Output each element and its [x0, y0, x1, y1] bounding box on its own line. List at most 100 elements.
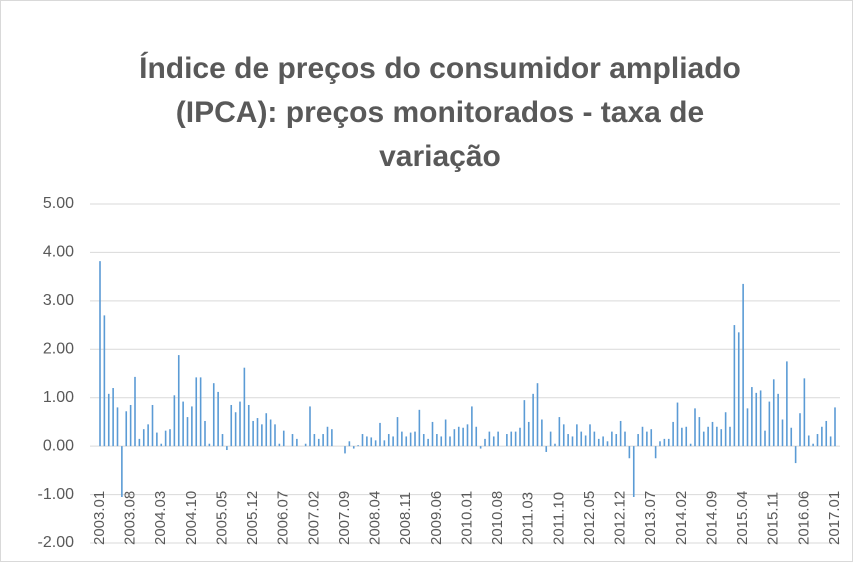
x-tick-label: 2009.06 [428, 491, 445, 545]
bar [821, 426, 823, 447]
bar [790, 427, 793, 447]
bar [751, 387, 753, 447]
bar [764, 430, 766, 447]
bar [571, 436, 574, 447]
bar [637, 434, 639, 447]
bar [781, 419, 784, 447]
bar [173, 395, 176, 447]
x-tick-label: 2014.09 [703, 491, 720, 545]
bar [545, 446, 548, 452]
x-tick-label: 2004.10 [183, 491, 200, 545]
bar [457, 426, 460, 447]
bar [702, 431, 705, 447]
x-tick-label: 2017.01 [826, 491, 843, 545]
bar [278, 443, 281, 447]
bar [322, 434, 324, 447]
bar [449, 436, 451, 447]
bar [392, 436, 394, 447]
x-tick-label: 2011.03 [520, 492, 537, 545]
bar [422, 434, 425, 447]
bar [492, 436, 495, 447]
bar [816, 434, 819, 447]
bar [230, 404, 233, 447]
bar [138, 438, 141, 447]
bar [261, 424, 263, 447]
bar [169, 429, 171, 447]
bar [191, 406, 193, 447]
x-tick-label: 2014.02 [673, 491, 690, 545]
bar [129, 404, 132, 447]
bar [698, 417, 701, 447]
bar [681, 427, 683, 447]
bar [160, 443, 163, 447]
x-tick-label: 2005.12 [244, 491, 261, 545]
chart-title: variação [379, 140, 501, 173]
y-tick-label: 2.00 [43, 341, 74, 358]
bar [317, 438, 320, 447]
bar [326, 426, 329, 447]
bar [484, 438, 486, 447]
bar [659, 441, 661, 447]
bar [829, 436, 832, 447]
y-tick-label: -1.00 [38, 486, 75, 503]
bar [742, 283, 744, 447]
x-tick-label: 2012.12 [612, 491, 629, 545]
bar [344, 446, 346, 454]
bar [453, 429, 456, 447]
bar [195, 377, 198, 447]
bar [462, 427, 464, 447]
bar [348, 441, 351, 447]
bar [352, 446, 355, 449]
x-tick-label: 2015.04 [734, 491, 751, 545]
bar [366, 436, 368, 447]
bar [313, 434, 316, 447]
bar [164, 430, 167, 447]
bar [772, 379, 775, 447]
bar [554, 443, 556, 447]
bar [597, 438, 600, 447]
bar [357, 445, 359, 447]
bar [182, 401, 184, 447]
x-tick-label: 2011.10 [550, 492, 567, 545]
bar [536, 383, 539, 447]
bar [807, 435, 810, 447]
bar [427, 438, 429, 447]
x-tick-label: 2015.11 [765, 492, 782, 545]
bar [527, 421, 530, 447]
bar [418, 409, 421, 447]
bar [628, 446, 631, 459]
bar [304, 443, 307, 447]
bar [99, 261, 101, 447]
bar [440, 436, 443, 447]
bar [309, 406, 311, 447]
bar [475, 426, 478, 447]
x-tick-label: 2016.06 [795, 491, 812, 545]
bar [641, 426, 644, 447]
y-tick-label: 4.00 [43, 244, 74, 261]
bar [724, 412, 727, 447]
bar [602, 436, 604, 447]
bar [611, 431, 613, 447]
y-tick-label: 0.00 [43, 437, 74, 454]
bar [112, 388, 114, 447]
bar [497, 431, 499, 447]
bar [396, 417, 399, 447]
x-tick-label: 2004.03 [152, 491, 169, 545]
bar [733, 325, 736, 447]
bar [247, 404, 250, 447]
bar [523, 400, 526, 447]
bar [156, 432, 158, 447]
x-tick-label: 2007.02 [305, 491, 322, 545]
x-tick-label: 2010.08 [489, 491, 506, 545]
bar [541, 419, 543, 447]
bar [471, 406, 473, 447]
bar [510, 431, 513, 447]
bar [125, 411, 128, 447]
bar [759, 390, 762, 447]
bar [519, 427, 521, 447]
x-tick-label: 2003.01 [91, 491, 108, 545]
bar [676, 402, 679, 447]
y-tick-label: 5.00 [43, 195, 74, 212]
